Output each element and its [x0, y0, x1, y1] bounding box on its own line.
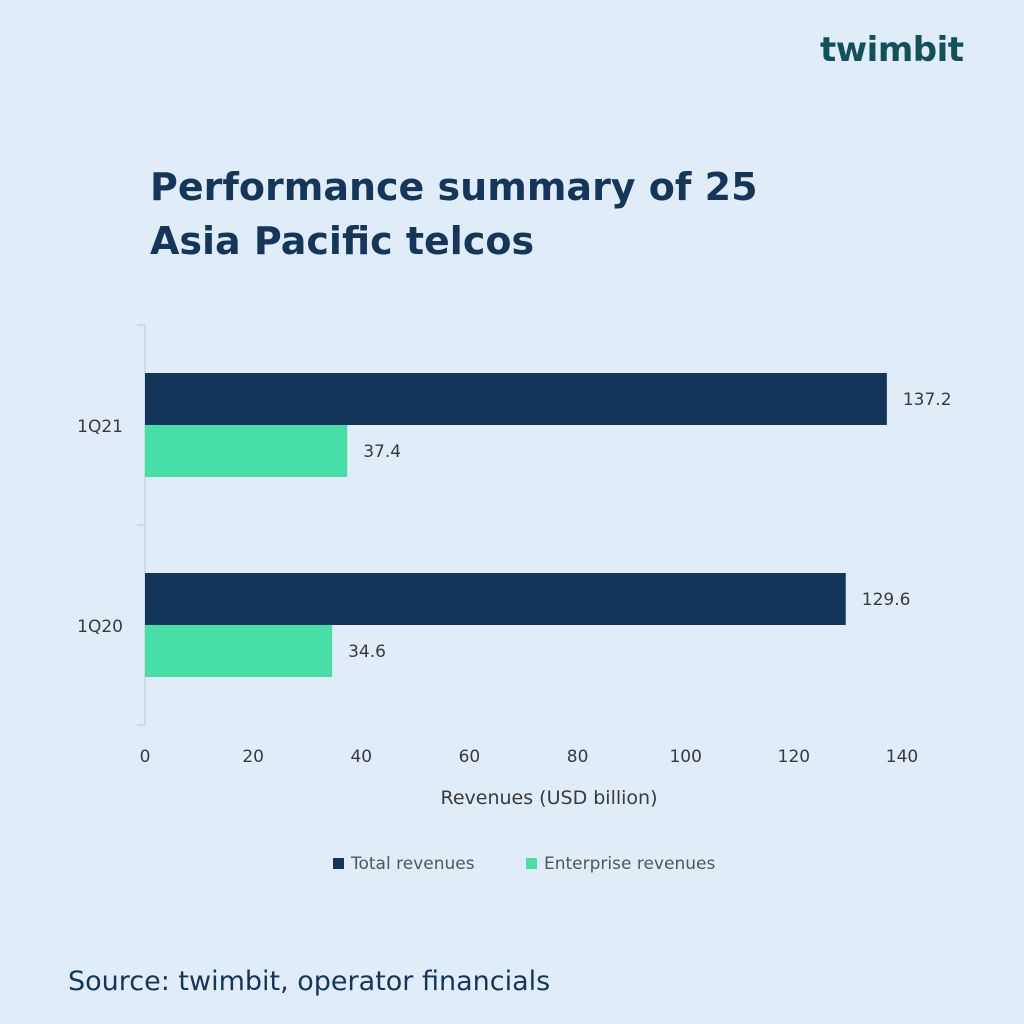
data-label: 37.4	[363, 442, 401, 462]
x-tick-label: 140	[886, 747, 918, 767]
x-tick-label: 40	[350, 747, 372, 767]
bar	[145, 373, 887, 425]
x-tick-label: 100	[669, 747, 701, 767]
data-label: 137.2	[903, 390, 952, 410]
data-label: 129.6	[862, 590, 911, 610]
bar	[145, 573, 846, 625]
x-tick-label: 0	[140, 747, 151, 767]
x-tick-label: 120	[778, 747, 810, 767]
x-axis-label: Revenues (USD billion)	[441, 787, 658, 809]
legend-swatch	[526, 858, 537, 869]
x-tick-label: 20	[242, 747, 264, 767]
legend-label: Enterprise revenues	[544, 854, 715, 874]
y-tick-label: 1Q21	[77, 417, 123, 437]
x-tick-label: 80	[567, 747, 589, 767]
chart-title: Performance summary of 25 Asia Pacific t…	[150, 165, 758, 263]
x-tick-label: 60	[459, 747, 481, 767]
y-tick-label: 1Q20	[77, 617, 123, 637]
legend-swatch	[333, 858, 344, 869]
data-label: 34.6	[348, 642, 386, 662]
source-note: Source: twimbit, operator financials	[68, 966, 551, 997]
bar	[145, 425, 348, 477]
brand-logo: twimbit	[820, 30, 964, 70]
brand-logo-text: twimbit	[820, 30, 964, 70]
legend-label: Total revenues	[350, 854, 475, 874]
bar	[145, 625, 333, 677]
